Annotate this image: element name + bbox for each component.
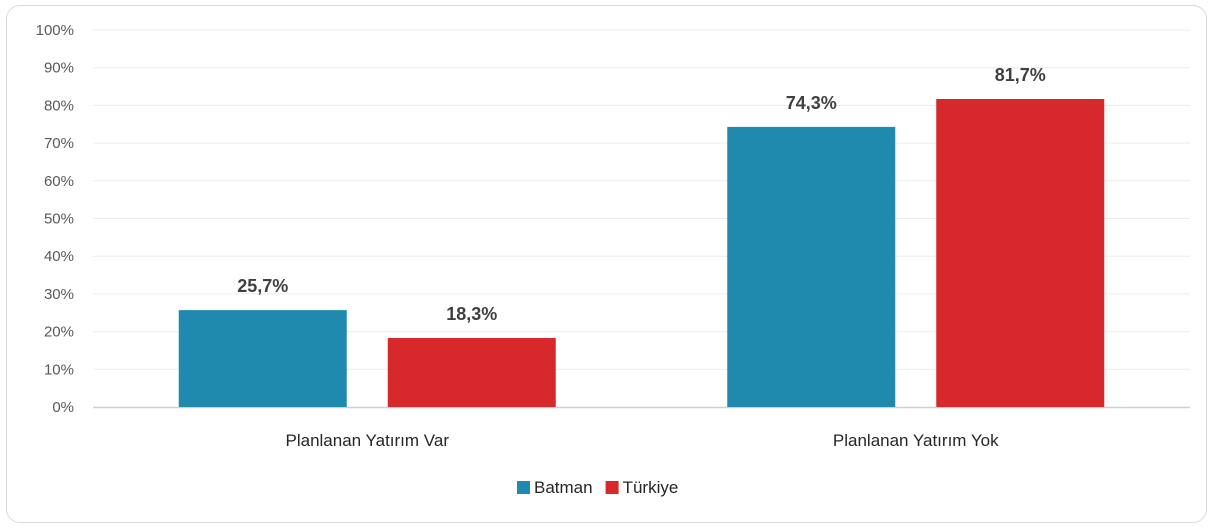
x-category-label: Planlanan Yatırım Yok (833, 431, 999, 450)
data-label: 25,7% (237, 276, 288, 296)
y-tick-label: 0% (52, 399, 74, 416)
data-label: 18,3% (446, 304, 497, 324)
legend-label: Türkiye (623, 478, 679, 497)
y-tick-label: 90% (44, 60, 74, 77)
data-label: 74,3% (786, 93, 837, 113)
x-category-label: Planlanan Yatırım Var (286, 431, 450, 450)
data-label: 81,7% (995, 65, 1046, 85)
bar-batman (727, 126, 896, 407)
bar-t-rkiye (936, 98, 1105, 407)
y-tick-label: 70% (44, 135, 74, 152)
y-tick-label: 10% (44, 361, 74, 378)
legend-swatch (605, 481, 619, 494)
bar-batman (178, 310, 347, 407)
y-tick-label: 50% (44, 211, 74, 228)
bar-t-rkiye (387, 338, 556, 407)
legend-swatch (517, 481, 530, 494)
y-tick-label: 30% (44, 286, 74, 303)
y-tick-label: 60% (44, 173, 74, 190)
y-tick-label: 40% (44, 248, 74, 265)
legend-label: Batman (534, 478, 593, 497)
y-tick-label: 80% (44, 97, 74, 114)
y-tick-label: 100% (36, 22, 74, 39)
y-tick-label: 20% (44, 324, 74, 341)
